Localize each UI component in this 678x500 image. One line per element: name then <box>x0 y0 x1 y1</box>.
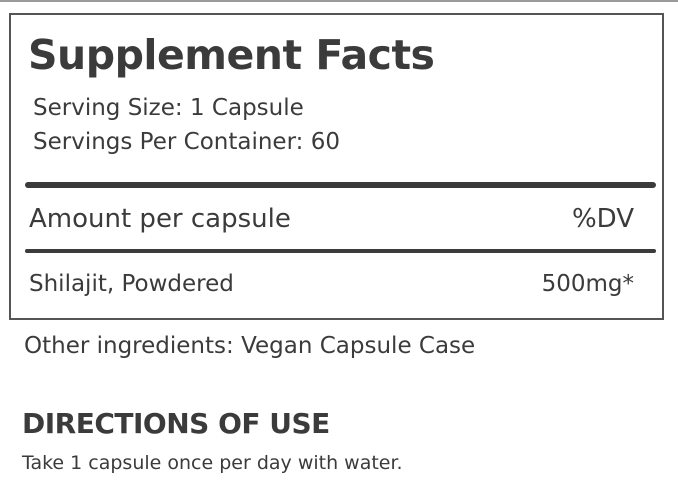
serving-size: Serving Size: 1 Capsule <box>33 95 304 121</box>
thin-divider <box>25 249 656 253</box>
dv-header: %DV <box>571 204 634 234</box>
supplement-facts-panel: Supplement Facts Serving Size: 1 Capsule… <box>9 13 664 320</box>
thick-divider <box>25 182 656 188</box>
panel-title: Supplement Facts <box>28 31 435 79</box>
directions-heading: DIRECTIONS OF USE <box>22 407 330 440</box>
other-ingredients: Other ingredients: Vegan Capsule Case <box>24 333 476 359</box>
servings-per-container: Servings Per Container: 60 <box>33 129 340 155</box>
top-divider <box>0 0 678 2</box>
ingredient-name: Shilajit, Powdered <box>29 271 234 297</box>
ingredient-amount: 500mg* <box>541 271 634 297</box>
directions-text: Take 1 capsule once per day with water. <box>22 452 403 474</box>
amount-per-capsule-header: Amount per capsule <box>29 204 291 234</box>
